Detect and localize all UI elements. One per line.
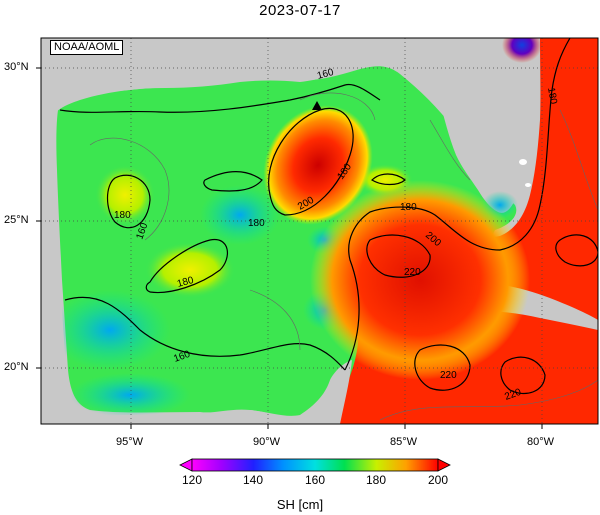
mexico-south-land xyxy=(41,414,210,424)
feature-cyan-south xyxy=(70,373,190,417)
source-watermark: NOAA/AOML xyxy=(50,40,124,55)
contour-label: 180 xyxy=(400,202,417,213)
map-frame xyxy=(40,37,599,425)
contour-lines xyxy=(59,38,598,395)
lat-label: 20°N xyxy=(4,361,29,373)
contour-label: 160 xyxy=(316,67,335,82)
lon-label: 95°W xyxy=(116,436,144,448)
lon-label: 80°W xyxy=(527,436,555,448)
map-title: 2023-07-17 xyxy=(259,2,341,19)
tick-marks xyxy=(36,67,543,429)
lat-label: 25°N xyxy=(4,214,29,226)
feature-loop-current xyxy=(310,180,530,380)
feature-cyan-west xyxy=(50,290,170,370)
buoy-marker xyxy=(312,101,322,110)
colorbar-tick-label: 180 xyxy=(365,473,387,487)
colorbar-tick-label: 200 xyxy=(427,473,449,487)
feature-yellow-southwest xyxy=(145,242,235,298)
colorbar-tick-label: 140 xyxy=(242,473,264,487)
florida-land xyxy=(435,38,527,213)
colorbar-title: SH [cm] xyxy=(276,497,324,512)
grid-lines xyxy=(41,38,598,424)
colorbar-tick-label: 120 xyxy=(181,473,203,487)
yucatan-land xyxy=(200,360,352,424)
colorbar xyxy=(179,458,451,472)
contour-label: 180 xyxy=(248,218,265,229)
contour-label: 180 xyxy=(176,275,195,290)
feature-warm-eddy xyxy=(263,105,373,225)
colorbar-low-arrow xyxy=(179,458,193,472)
contour-label: 180 xyxy=(114,210,131,221)
contour-label: 220 xyxy=(440,370,457,381)
feature-cold-ne xyxy=(502,38,542,63)
contour-label-group: 160 180 160 180 180 200 180 180 200 220 … xyxy=(114,67,559,403)
contour-lines-minor xyxy=(89,92,598,421)
contour-label: 180 xyxy=(545,87,559,106)
colorbar-gradient xyxy=(191,458,439,472)
feature-cyan-center xyxy=(200,185,280,245)
colorbar-high-arrow xyxy=(437,458,451,472)
contour-label: 220 xyxy=(404,267,421,278)
us-gulf-coast xyxy=(41,38,440,120)
colorbar-tick-label: 160 xyxy=(304,473,326,487)
island xyxy=(519,159,527,165)
lon-label: 90°W xyxy=(253,436,281,448)
lon-label: 85°W xyxy=(390,436,418,448)
mexico-west-land xyxy=(41,120,95,424)
island xyxy=(525,183,531,187)
lat-label: 30°N xyxy=(4,61,29,73)
